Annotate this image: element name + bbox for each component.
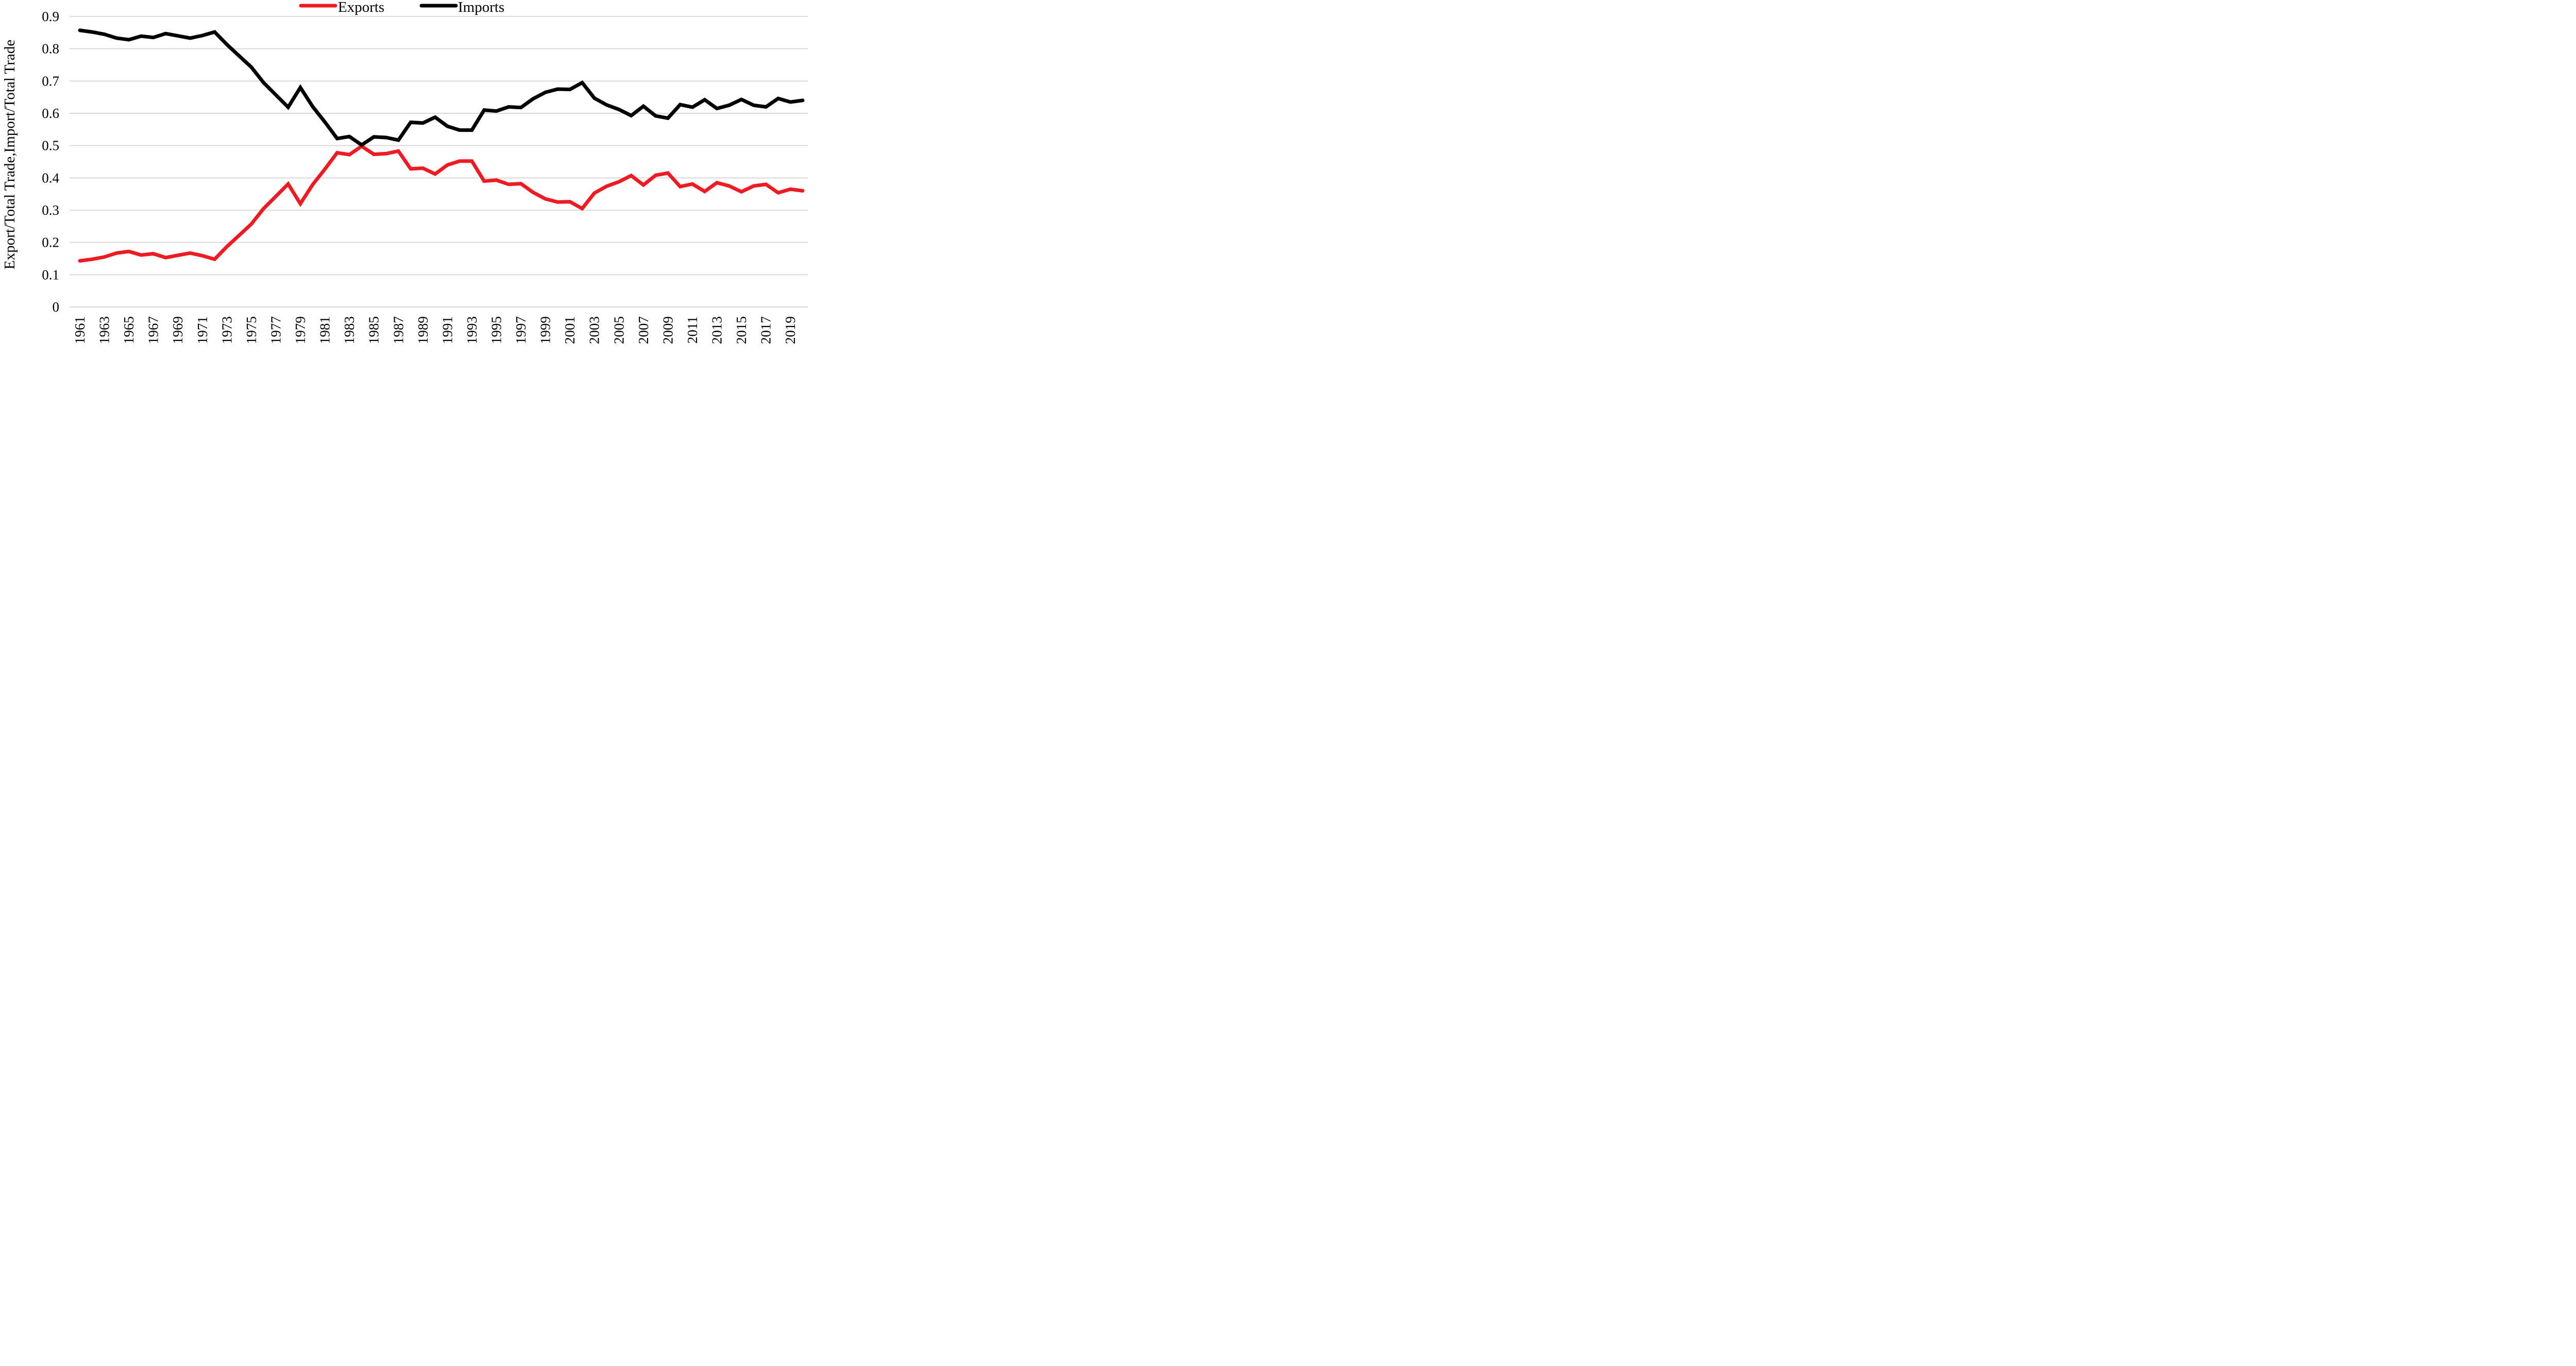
data-point-imports-2015 <box>741 99 742 100</box>
x-tick-label: 1969 <box>170 316 185 344</box>
x-tick-label: 2017 <box>758 316 774 344</box>
x-tick-label: 1989 <box>415 316 431 344</box>
series-lines <box>78 28 805 263</box>
data-point-imports-2019 <box>790 101 791 103</box>
data-point-imports-1967 <box>153 37 154 38</box>
data-point-exports-2008 <box>655 175 656 176</box>
y-tick-label: 0.9 <box>42 9 59 24</box>
x-tick-label: 2013 <box>709 316 725 344</box>
data-point-exports-1976 <box>263 208 264 209</box>
y-tick-label: 0.8 <box>42 41 59 57</box>
x-axis-ticks: 1961 1963 1965 1967 1969 1971 1973 1975 1977 1979… <box>72 316 798 344</box>
y-tick-label: 0 <box>53 299 60 315</box>
y-tick-label: 0.5 <box>42 138 59 153</box>
x-tick-label: 1975 <box>244 316 259 344</box>
data-point-imports-1987 <box>398 140 399 141</box>
x-tick-label: 1965 <box>121 316 137 344</box>
x-tick-label: 2001 <box>562 316 578 344</box>
x-tick-label: 1995 <box>489 316 504 344</box>
data-point-imports-2012 <box>704 99 705 100</box>
x-tick-label: 1963 <box>97 316 112 344</box>
data-point-imports-1963 <box>104 33 105 35</box>
x-tick-label: 1971 <box>195 316 210 344</box>
x-tick-label: 2019 <box>783 316 798 344</box>
series-line-imports <box>78 28 805 147</box>
x-tick-label: 2007 <box>636 316 651 344</box>
y-tick-label: 0.1 <box>42 267 59 282</box>
data-point-imports-1980 <box>312 106 313 107</box>
y-axis-ticks: 0 0.1 0.2 0.3 0.4 0.5 0.6 0.7 0.8 0.9 <box>42 9 59 315</box>
data-point-imports-2006 <box>631 115 632 116</box>
x-tick-label: 2011 <box>685 316 700 344</box>
x-tick-label: 2003 <box>587 316 602 344</box>
x-tick-label: 1979 <box>293 316 308 344</box>
data-point-exports-2019 <box>790 189 791 190</box>
x-tick-label: 1981 <box>317 316 333 344</box>
data-point-exports-2010 <box>680 186 681 187</box>
y-tick-label: 0.4 <box>42 170 59 185</box>
legend-label-imports: Imports <box>458 0 504 15</box>
data-point-exports-1980 <box>312 184 313 185</box>
y-tick-label: 0.2 <box>42 235 59 250</box>
legend-label-exports: Exports <box>338 0 384 15</box>
series-line-exports <box>78 144 805 263</box>
data-point-imports-1978 <box>287 107 289 108</box>
x-tick-label: 1985 <box>366 316 382 344</box>
x-tick-label: 1977 <box>268 316 283 344</box>
x-tick-label: 1991 <box>439 316 455 344</box>
data-point-imports-1976 <box>263 82 264 83</box>
x-tick-label: 1999 <box>538 316 553 344</box>
line-chart: 00.10.20.30.40.50.60.70.80.9 1961 1963 196… <box>2 0 808 344</box>
data-point-imports-1968 <box>165 33 166 34</box>
y-tick-label: 0.7 <box>42 73 59 89</box>
x-tick-label: 1993 <box>464 316 480 344</box>
data-point-imports-1999 <box>545 92 546 93</box>
x-tick-label: 1961 <box>72 316 88 344</box>
data-point-imports-2000 <box>557 89 558 90</box>
x-tick-label: 2015 <box>734 316 749 344</box>
x-tick-label: 1987 <box>391 316 406 344</box>
data-point-exports-1967 <box>153 253 154 254</box>
data-point-exports-2012 <box>704 191 705 192</box>
data-point-exports-2006 <box>631 175 632 176</box>
x-tick-label: 1997 <box>513 316 529 344</box>
legend: Exports Imports <box>299 0 504 15</box>
x-tick-label: 2009 <box>660 316 675 344</box>
y-axis-title: Export/Total Trade,Import/Total Trade <box>2 40 18 269</box>
data-point-exports-1972 <box>214 259 215 260</box>
data-point-imports-1983 <box>349 136 350 137</box>
x-tick-label: 1967 <box>146 316 161 344</box>
y-tick-label: 0.3 <box>42 202 59 218</box>
y-tick-label: 0.6 <box>42 106 59 121</box>
data-point-imports-1979 <box>300 87 301 88</box>
x-tick-label: 1983 <box>342 316 357 344</box>
gridlines <box>70 16 808 308</box>
x-tick-label: 1973 <box>219 316 234 344</box>
data-point-imports-2016 <box>753 105 754 106</box>
data-point-imports-1991 <box>447 126 448 127</box>
x-tick-label: 2005 <box>611 316 626 344</box>
data-point-exports-1979 <box>300 203 301 204</box>
data-point-imports-2014 <box>728 105 730 106</box>
